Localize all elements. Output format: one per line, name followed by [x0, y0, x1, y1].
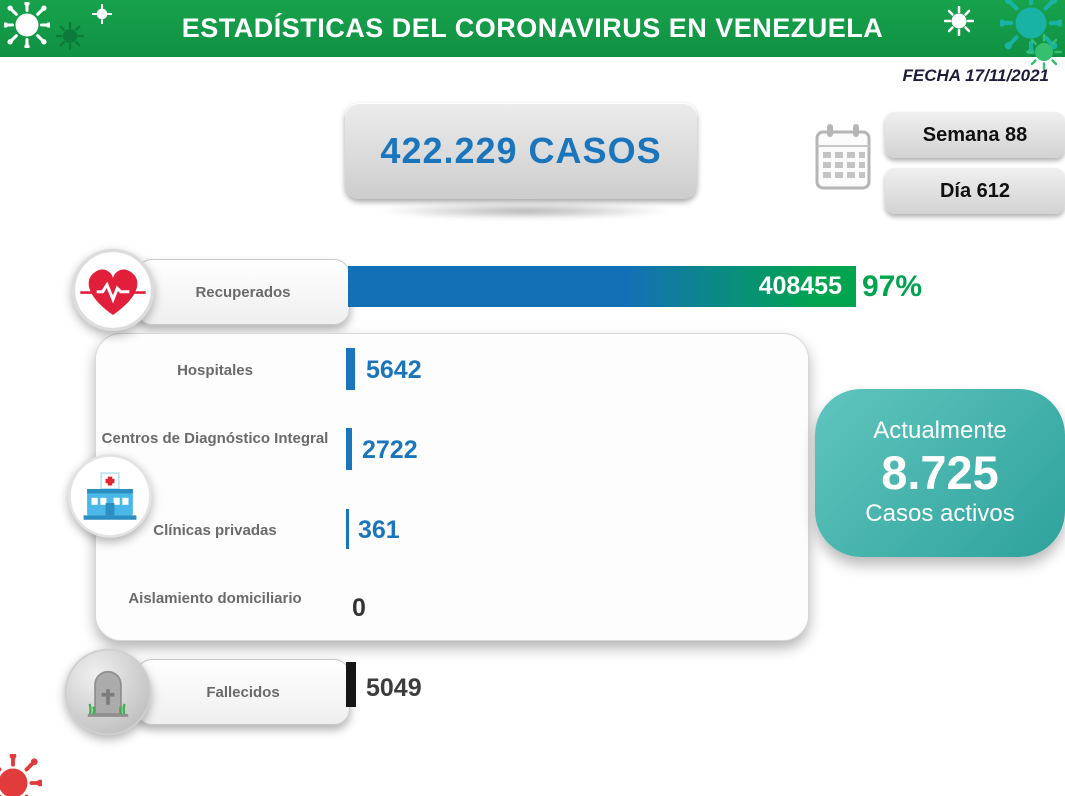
recovered-bar: 408455 — [348, 266, 856, 307]
active-cases-subcaption: Casos activos — [865, 500, 1015, 528]
total-cases-shadow — [380, 203, 670, 219]
recovered-label: Recuperados — [195, 283, 291, 301]
breakdown-value: 2722 — [362, 436, 418, 464]
active-cases-value: 8.725 — [881, 445, 999, 499]
deceased-bar — [346, 662, 356, 707]
virus-icon — [1026, 34, 1062, 70]
deceased-label: Fallecidos — [206, 683, 280, 701]
breakdown-panel — [95, 333, 809, 641]
breakdown-label: Hospitales — [177, 362, 253, 379]
virus-icon — [4, 2, 50, 48]
breakdown-bar — [346, 428, 352, 470]
deceased-value: 5049 — [366, 674, 422, 702]
hospital-icon — [68, 454, 152, 538]
recovered-percent: 97% — [862, 270, 923, 303]
virus-icon — [0, 754, 42, 796]
virus-icon — [92, 4, 112, 24]
deceased-label-pill: Fallecidos — [136, 659, 350, 725]
breakdown-value: 0 — [352, 594, 366, 622]
recovered-value: 408455 — [758, 272, 842, 300]
heart-ekg-icon — [71, 248, 155, 332]
virus-icon — [944, 6, 974, 36]
header-band — [0, 0, 1065, 57]
breakdown-value: 361 — [358, 516, 400, 544]
breakdown-bar — [346, 348, 355, 390]
breakdown-bar — [346, 509, 349, 549]
breakdown-label: Aislamiento domiciliario — [128, 590, 302, 607]
calendar-icon — [815, 124, 871, 190]
active-cases-card: Actualmente 8.725 Casos activos — [815, 389, 1065, 557]
breakdown-label: Centros de Diagnóstico Integral — [101, 430, 329, 447]
breakdown-value: 5642 — [366, 356, 422, 384]
virus-icon — [56, 22, 84, 50]
page-title: ESTADÍSTICAS DEL CORONAVIRUS EN VENEZUEL… — [181, 13, 884, 43]
day-badge: Día 612 — [885, 168, 1065, 214]
breakdown-label: Clínicas privadas — [153, 522, 277, 539]
tombstone-icon — [64, 648, 152, 736]
week-badge: Semana 88 — [885, 112, 1065, 158]
total-cases-box: 422.229 CASOS — [345, 103, 697, 199]
active-cases-caption: Actualmente — [873, 417, 1007, 445]
recovered-label-pill: Recuperados — [136, 259, 350, 325]
date-label: FECHA 17/11/2021 — [902, 66, 1049, 85]
